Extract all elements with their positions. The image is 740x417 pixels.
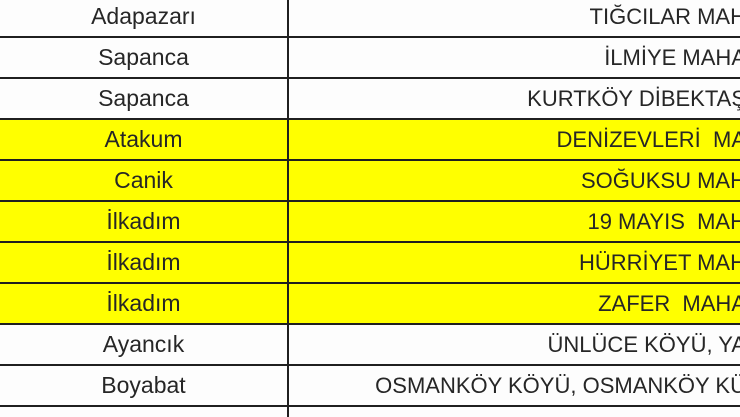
neighborhood-cell: TIĞCILAR MAH	[289, 0, 740, 36]
district-label: Sapanca	[98, 85, 189, 111]
neighborhood-cell	[289, 407, 740, 417]
district-label: Adapazarı	[91, 3, 196, 29]
table-row: Canik SOĞUKSU MAH	[0, 161, 740, 202]
district-label: Ayancık	[102, 331, 185, 357]
table-row	[0, 407, 740, 417]
district-cell: Atakum	[0, 120, 289, 159]
district-cell: Canik	[0, 161, 289, 200]
district-cell: Ayancık	[0, 325, 289, 364]
district-label: Atakum	[104, 126, 183, 152]
neighborhood-cell: 19 MAYIS MAH	[289, 202, 740, 241]
neighborhood-label: SOĞUKSU MAH	[580, 167, 740, 193]
neighborhood-cell: DENİZEVLERİ MA	[289, 120, 740, 159]
neighborhood-cell: OSMANKÖY KÖYÜ, OSMANKÖY KÜ	[289, 366, 740, 405]
neighborhood-cell: SOĞUKSU MAH	[289, 161, 740, 200]
neighborhood-cell: ÜNLÜCE KÖYÜ, YA	[289, 325, 740, 364]
district-cell: Boyabat	[0, 366, 289, 405]
district-label: Boyabat	[101, 372, 186, 398]
neighborhood-label: ÜNLÜCE KÖYÜ, YA	[547, 331, 740, 357]
neighborhood-label: TIĞCILAR MAH	[589, 3, 740, 29]
neighborhood-label: HÜRRİYET MAH	[578, 249, 740, 275]
district-cell: İlkadım	[0, 243, 289, 282]
district-cell: Adapazarı	[0, 0, 289, 36]
table-row: İlkadım 19 MAYIS MAH	[0, 202, 740, 243]
district-label: İlkadım	[106, 208, 181, 234]
neighborhood-label: DENİZEVLERİ MA	[556, 126, 740, 152]
neighborhood-label: OSMANKÖY KÖYÜ, OSMANKÖY KÜ	[375, 372, 740, 398]
district-label: İlkadım	[106, 290, 181, 316]
table-row: Ayancık ÜNLÜCE KÖYÜ, YA	[0, 325, 740, 366]
district-label: Sapanca	[98, 44, 189, 70]
neighborhood-cell: KURTKÖY DİBEKTAŞ	[289, 79, 740, 118]
table-row: Boyabat OSMANKÖY KÖYÜ, OSMANKÖY KÜ	[0, 366, 740, 407]
district-cell: İlkadım	[0, 202, 289, 241]
table-row: Adapazarı TIĞCILAR MAH	[0, 0, 740, 38]
table-row: Sapanca İLMİYE MAHA	[0, 38, 740, 79]
neighborhood-cell: HÜRRİYET MAH	[289, 243, 740, 282]
district-cell: Sapanca	[0, 79, 289, 118]
neighborhood-label: 19 MAYIS MAH	[587, 208, 740, 234]
table-row: Sapanca KURTKÖY DİBEKTAŞ	[0, 79, 740, 120]
district-label: Canik	[114, 167, 173, 193]
neighborhood-label: İLMİYE MAHA	[604, 44, 740, 70]
district-cell	[0, 407, 289, 417]
district-label: İlkadım	[106, 249, 181, 275]
table-row: İlkadım HÜRRİYET MAH	[0, 243, 740, 284]
table-row: Atakum DENİZEVLERİ MA	[0, 120, 740, 161]
neighborhood-cell: İLMİYE MAHA	[289, 38, 740, 77]
district-cell: İlkadım	[0, 284, 289, 323]
district-cell: Sapanca	[0, 38, 289, 77]
neighborhood-cell: ZAFER MAHA	[289, 284, 740, 323]
neighborhood-label: KURTKÖY DİBEKTAŞ	[527, 85, 740, 111]
neighborhood-label: ZAFER MAHA	[598, 290, 740, 316]
table-row: İlkadım ZAFER MAHA	[0, 284, 740, 325]
